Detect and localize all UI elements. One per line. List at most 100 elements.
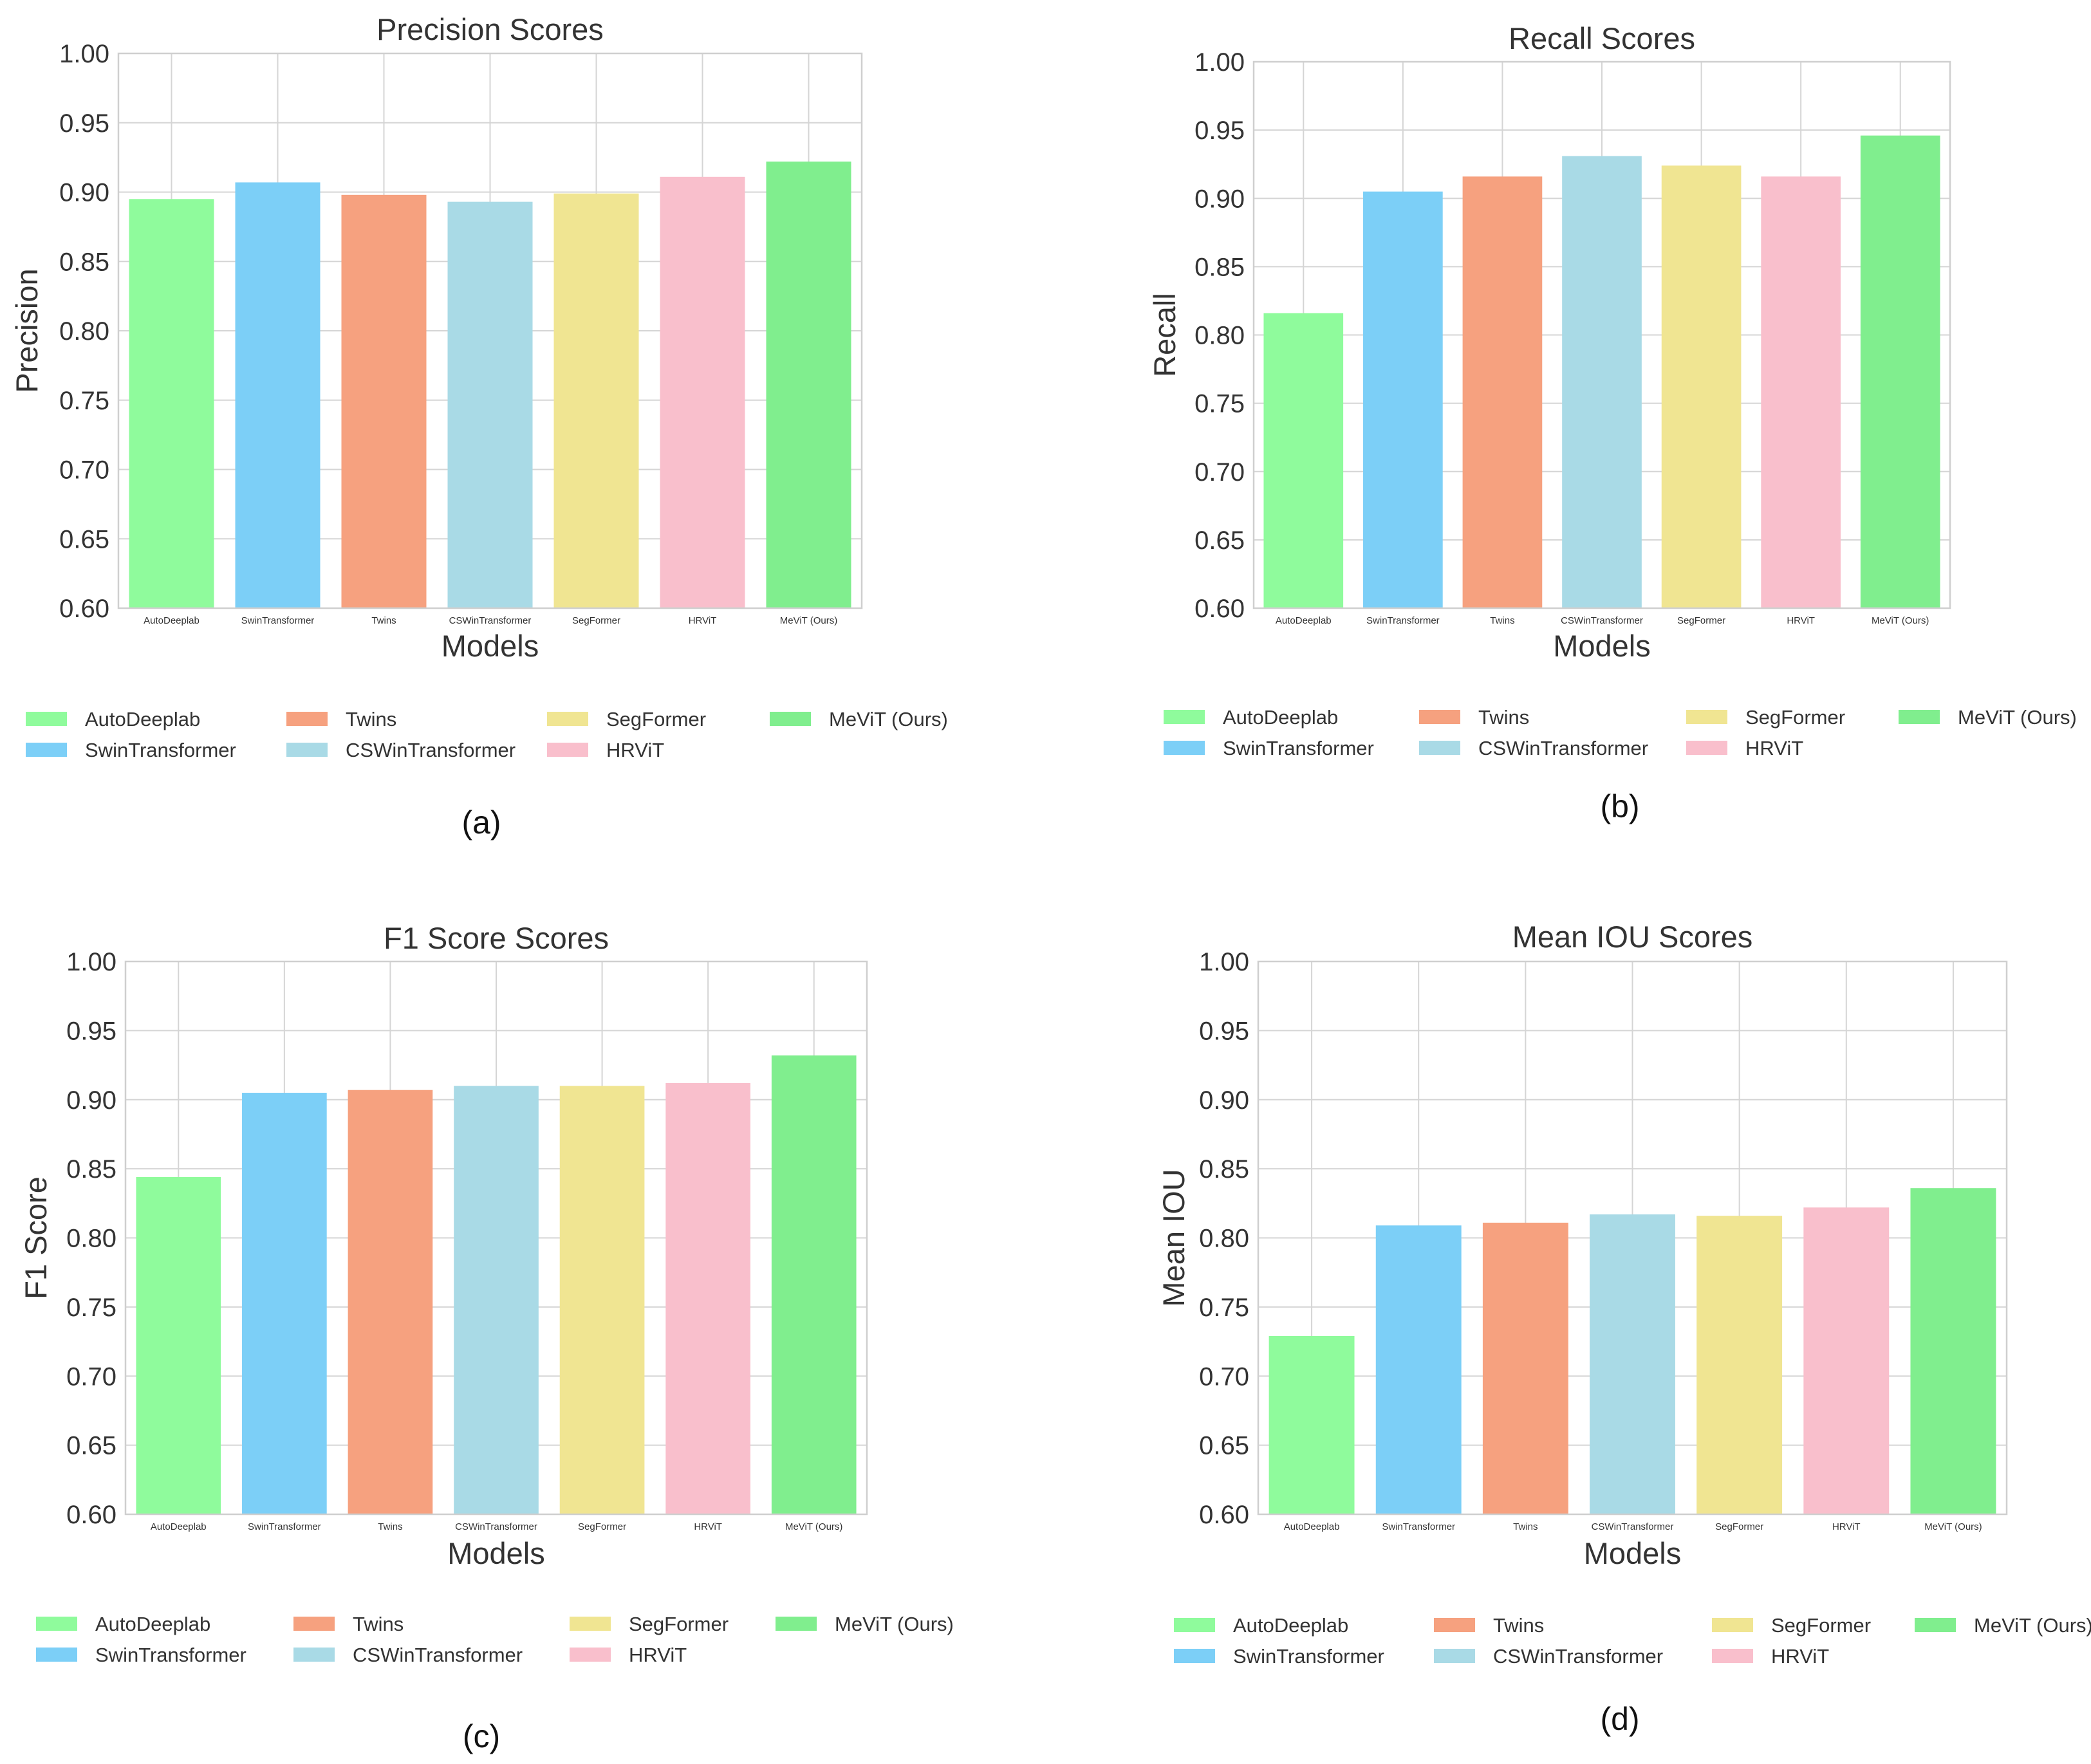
plot-frame [124, 960, 868, 1516]
bar-twins [348, 1090, 433, 1514]
y-tick-label: 0.60 [1199, 1501, 1249, 1529]
legend-swatch [1686, 741, 1727, 755]
bar-mevit-ours [1860, 135, 1940, 609]
x-tick-label: CSWinTransformer [449, 615, 532, 626]
y-axis-label: F1 Score [19, 1176, 53, 1299]
bar-autodeeplab [129, 199, 214, 608]
bar-segformer [553, 193, 639, 608]
legend-swatch [1712, 1649, 1753, 1663]
legend-swatch [776, 1617, 817, 1631]
x-tick-label: SegFormer [572, 615, 620, 626]
y-tick-label: 1.00 [66, 948, 116, 976]
x-tick-label: AutoDeeplab [1276, 615, 1332, 626]
legend-swatch [1899, 710, 1940, 724]
y-tick-label: 1.00 [59, 40, 109, 68]
y-tick-label: 0.70 [1199, 1362, 1249, 1391]
bar-mevit-ours [766, 162, 851, 609]
chart-title: Precision Scores [376, 12, 604, 46]
x-tick-label: SwinTransformer [241, 615, 315, 626]
x-axis-label: Models [1584, 1536, 1682, 1570]
legend-label: SwinTransformer [1223, 737, 1374, 759]
y-tick-label: 0.75 [66, 1294, 116, 1322]
legend-label: CSWinTransformer [353, 1644, 523, 1666]
chart-panel-0: 0.60 0.65 0.70 0.75 0.80 0.85 0.90 0.95 1.00 Auto… [10, 12, 948, 840]
bar-mevit-ours [1910, 1188, 1996, 1514]
y-tick-label: 1.00 [1199, 948, 1249, 976]
x-tick-label: AutoDeeplab [1284, 1521, 1340, 1532]
y-tick-label: 0.90 [1194, 185, 1245, 213]
y-tick-label: 0.65 [1194, 526, 1245, 555]
legend-swatch [1434, 1618, 1475, 1632]
legend: AutoDeeplab Twins SegFormer MeViT (Ours) Swi… [26, 708, 948, 761]
bar-hrvit [665, 1082, 750, 1514]
legend-label: SwinTransformer [1233, 1645, 1384, 1667]
legend-swatch [1174, 1618, 1215, 1632]
legend-label: SegFormer [1745, 706, 1845, 729]
plot-frame [117, 52, 863, 609]
legend-swatch [1174, 1649, 1215, 1663]
bar-segformer [1696, 1216, 1783, 1514]
bar-autodeeplab [1269, 1335, 1355, 1514]
x-tick-label: HRViT [1787, 615, 1815, 626]
chart-panel-2: 0.60 0.65 0.70 0.75 0.80 0.85 0.90 0.95 1.00 Auto… [19, 921, 954, 1754]
bar-swintransformer [1375, 1225, 1462, 1514]
y-tick-label: 0.75 [1199, 1294, 1249, 1322]
x-tick-label: AutoDeeplab [151, 1521, 207, 1532]
legend-swatch [770, 712, 811, 726]
panel-caption: (d) [1600, 1701, 1639, 1737]
bar-cswintransformer [454, 1086, 539, 1514]
y-tick-label: 0.85 [59, 248, 109, 276]
y-tick-label: 0.85 [1194, 253, 1245, 281]
legend-label: SwinTransformer [85, 739, 236, 761]
legend-label: Twins [346, 708, 396, 730]
x-tick-label: SwinTransformer [1382, 1521, 1455, 1532]
bar-cswintransformer [447, 201, 533, 609]
y-tick-label: 1.00 [1194, 48, 1245, 77]
x-tick-label: Twins [1513, 1521, 1538, 1532]
y-tick-label: 0.90 [1199, 1086, 1249, 1115]
legend-swatch [26, 712, 67, 726]
bar-autodeeplab [1263, 313, 1344, 608]
x-tick-label: Twins [371, 615, 396, 626]
legend-swatch [286, 743, 328, 757]
x-tick-label: HRViT [694, 1521, 722, 1532]
legend-label: Twins [353, 1613, 404, 1635]
legend-label: HRViT [1745, 737, 1803, 759]
plot-frame [1257, 960, 2008, 1516]
legend-label: MeViT (Ours) [1958, 706, 2077, 729]
legend: AutoDeeplab Twins SegFormer MeViT (Ours) Swi… [1174, 1614, 2091, 1667]
y-tick-label: 0.90 [59, 179, 109, 207]
legend-swatch [570, 1617, 611, 1631]
x-axis-label: Models [1553, 629, 1651, 663]
bar-hrvit [1803, 1207, 1890, 1514]
legend-label: HRViT [606, 739, 664, 761]
x-tick-label: SwinTransformer [248, 1521, 321, 1532]
legend-swatch [1164, 710, 1205, 724]
legend: AutoDeeplab Twins SegFormer MeViT (Ours) Swi… [36, 1613, 954, 1666]
y-tick-label: 0.60 [1194, 595, 1245, 623]
bar-swintransformer [1363, 191, 1443, 608]
legend-swatch [1915, 1618, 1956, 1632]
bar-segformer [1661, 165, 1742, 608]
legend-swatch [547, 743, 588, 757]
x-tick-label: SegFormer [1715, 1521, 1763, 1532]
bar-autodeeplab [136, 1177, 221, 1514]
y-axis-label: Recall [1148, 293, 1182, 377]
legend-label: SegFormer [1771, 1614, 1871, 1637]
bar-segformer [559, 1086, 645, 1514]
legend-label: MeViT (Ours) [1974, 1614, 2091, 1637]
bar-cswintransformer [1590, 1214, 1675, 1514]
x-tick-label: SegFormer [578, 1521, 626, 1532]
y-tick-label: 0.65 [59, 525, 109, 553]
y-axis-label: Precision [10, 268, 44, 393]
x-tick-label: HRViT [1832, 1521, 1861, 1532]
x-tick-label: HRViT [689, 615, 717, 626]
legend-swatch [36, 1617, 77, 1631]
y-tick-label: 0.70 [59, 456, 109, 485]
legend-label: Twins [1478, 706, 1529, 729]
y-tick-label: 0.80 [1194, 322, 1245, 350]
x-tick-label: MeViT (Ours) [1924, 1521, 1982, 1532]
legend-label: CSWinTransformer [346, 739, 516, 761]
legend-label: SwinTransformer [95, 1644, 246, 1666]
plot-frame [1252, 60, 1951, 609]
